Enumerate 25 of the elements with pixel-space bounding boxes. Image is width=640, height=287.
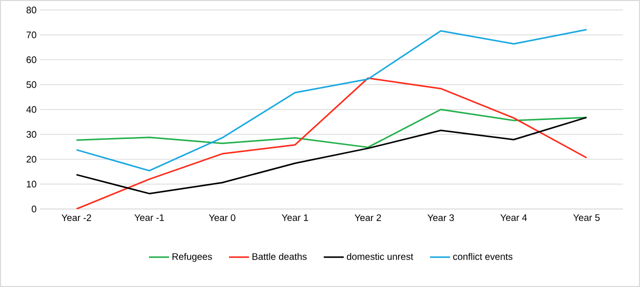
y-tick-label: 20 (26, 156, 36, 163)
x-tick-label: Year -1 (134, 214, 164, 221)
x-tick-label: Year -2 (62, 214, 92, 222)
line-series (76, 108, 588, 148)
legend-label: Refugees (172, 252, 212, 262)
line-series (76, 77, 588, 209)
y-tick-label: 70 (26, 32, 36, 38)
x-tick-label: Year 2 (354, 214, 381, 222)
line-series (76, 28, 588, 172)
x-tick-label: Year 1 (282, 214, 308, 221)
x-tick-label: Year 5 (573, 214, 600, 221)
y-tick-label: 30 (26, 131, 36, 138)
y-tick-label: 0 (32, 206, 36, 212)
x-tick-label: Year 4 (500, 214, 527, 221)
y-tick-label: 50 (26, 81, 36, 88)
y-tick-label: 80 (26, 6, 36, 14)
x-tick-label: Year 3 (428, 214, 454, 222)
legend-label: conflict events (453, 252, 512, 260)
y-tick-label: 60 (26, 56, 36, 64)
y-tick-label: 40 (26, 106, 36, 113)
y-tick-label: 10 (26, 180, 36, 188)
x-tick-label: Year 0 (208, 214, 236, 222)
legend-label: Battle deaths (252, 252, 307, 260)
line-series (76, 116, 588, 194)
legend-label: domestic unrest (346, 252, 414, 260)
